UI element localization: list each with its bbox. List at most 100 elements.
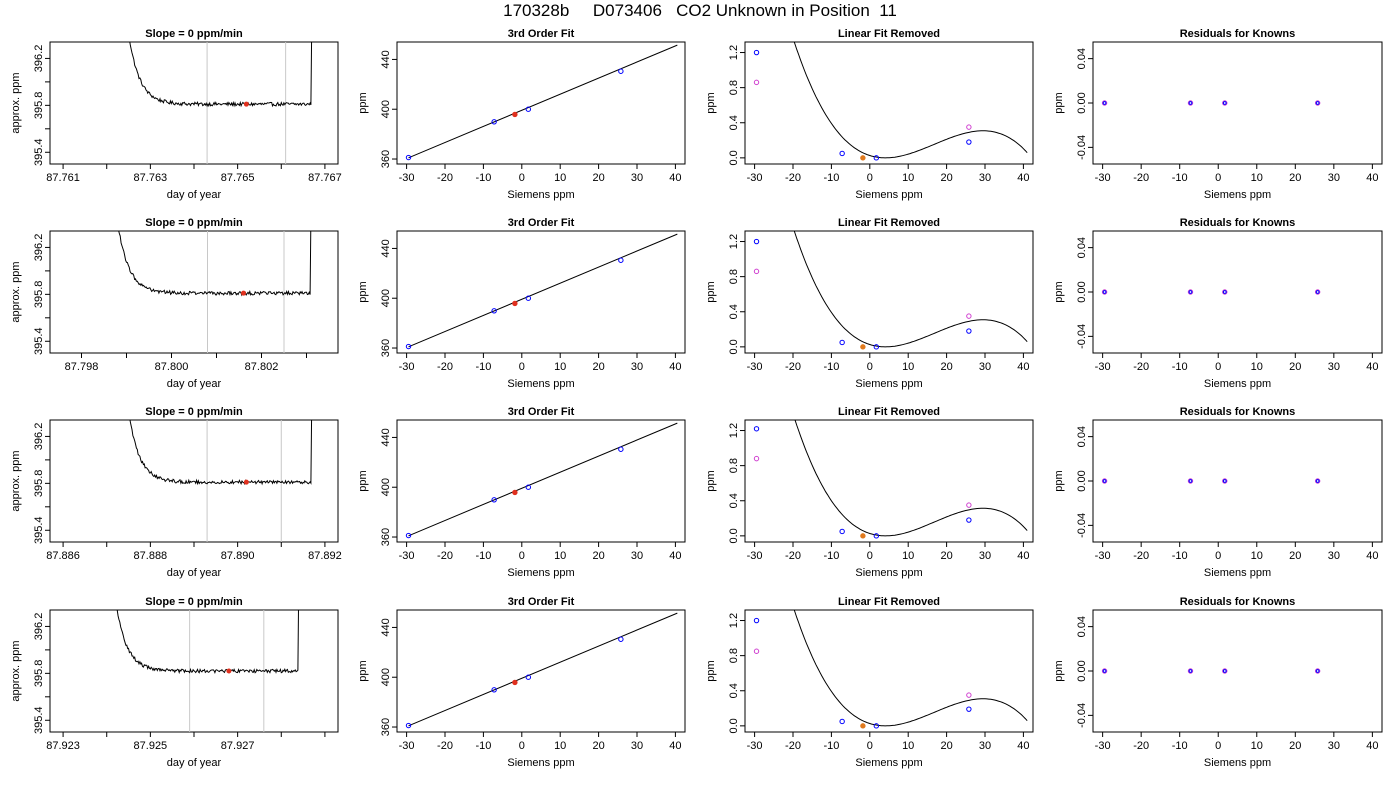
y-axis-label: approx. ppm [10, 261, 22, 322]
x-tick-label: -30 [399, 361, 415, 373]
x-tick-label: 20 [1289, 550, 1301, 562]
panel-3-3: Linear Fit Removed -30 -20 -10 0 10 20 30 40 0.0 0… [705, 406, 1034, 579]
known-point [966, 517, 972, 523]
x-tick-label: -10 [475, 740, 491, 752]
x-tick-label: 10 [1251, 550, 1263, 562]
panel-4-1: Slope = 0 ppm/min 87.923 87.925 87.927 395.4… [10, 596, 339, 769]
y-tick-label: 0.0 [728, 718, 740, 733]
unknown-point [860, 155, 866, 161]
residual-point [1187, 478, 1194, 484]
panel-1-1: Slope = 0 ppm/min 87.761 87.763 87.765 87.76… [10, 28, 342, 201]
plot-area [116, 610, 299, 732]
x-tick-label: -20 [785, 361, 801, 373]
concentration-trace [116, 610, 299, 675]
residual-point-inner [1102, 669, 1107, 673]
known-point [525, 484, 532, 490]
fit-line [408, 233, 678, 348]
y-tick-label: 360 [380, 339, 392, 357]
known-point [491, 119, 497, 125]
plot-area [1101, 668, 1321, 674]
x-tick-label: -30 [747, 740, 763, 752]
residual-point [1222, 478, 1228, 484]
x-tick-label: 0 [1215, 361, 1221, 373]
y-tick-label: -0.04 [1076, 513, 1088, 538]
sample-marker [226, 668, 232, 674]
plot-frame [1092, 609, 1383, 733]
x-tick-label: 10 [554, 740, 566, 752]
x-tick-label: -10 [475, 550, 491, 562]
x-tick-label: 30 [979, 172, 991, 184]
y-tick-label: 0.04 [1076, 616, 1088, 637]
y-tick-label: 440 [380, 50, 392, 68]
concentration-trace [129, 420, 313, 486]
x-tick-label: -20 [1133, 550, 1149, 562]
y-tick-label: 395.8 [33, 92, 45, 120]
plot-area [405, 233, 678, 350]
panel-4-4: Residuals for Knowns -30 -20 -10 0 10 20 30 40 -0… [1053, 596, 1383, 769]
plot-frame [744, 419, 1034, 543]
known-point [405, 532, 412, 539]
x-tick-label: 20 [1289, 361, 1301, 373]
x-axis-label: Siemens ppm [1204, 189, 1271, 201]
x-tick-label: -30 [1095, 740, 1111, 752]
residual-point [1222, 100, 1228, 106]
y-tick-label: 0.04 [1076, 237, 1088, 258]
x-tick-label: 30 [979, 740, 991, 752]
y-tick-label: 0.8 [728, 648, 740, 663]
y-tick-label: 0.4 [728, 493, 740, 508]
panel-title: Linear Fit Removed [838, 596, 940, 608]
y-tick-label: 0.0 [728, 528, 740, 543]
y-tick-label: 1.2 [728, 423, 740, 438]
known-point [618, 68, 624, 74]
panel-title: Residuals for Knowns [1180, 217, 1296, 229]
known-point [525, 106, 532, 112]
residual-point [1314, 289, 1321, 295]
residual-point [1314, 478, 1321, 484]
y-axis-label: ppm [1053, 660, 1065, 681]
plot-area [1101, 289, 1321, 295]
y-tick-label: 0.00 [1076, 660, 1088, 681]
known-point [839, 718, 845, 725]
y-axis-label: ppm [357, 660, 369, 681]
x-tick-label: 87.925 [134, 740, 168, 752]
x-tick-label: 87.798 [65, 361, 99, 373]
known-point [618, 257, 624, 263]
residual-point-inner [1222, 669, 1227, 673]
x-axis-label: Siemens ppm [507, 189, 574, 201]
plot-area [1101, 478, 1321, 484]
x-tick-label: 30 [631, 550, 643, 562]
x-tick-label: 87.765 [221, 172, 255, 184]
x-tick-label: 0 [867, 172, 873, 184]
x-tick-label: 40 [1366, 740, 1378, 752]
x-tick-label: 10 [1251, 172, 1263, 184]
residual-point-inner [1188, 290, 1193, 294]
x-tick-label: 87.802 [245, 361, 279, 373]
panel-1-2: 3rd Order Fit -30 -20 -10 0 10 20 30 40 360 400 440… [357, 28, 686, 201]
x-tick-label: -20 [1133, 172, 1149, 184]
x-axis-label: Siemens ppm [855, 189, 922, 201]
y-tick-label: 0.8 [728, 458, 740, 473]
x-tick-label: -20 [1133, 361, 1149, 373]
y-tick-label: 400 [380, 668, 392, 686]
known-point [753, 426, 760, 432]
linear-residual-point [753, 79, 760, 86]
residual-point-inner [1188, 101, 1193, 105]
x-tick-label: 40 [669, 361, 681, 373]
y-tick-label: 396.2 [33, 234, 45, 262]
panel-2-2: 3rd Order Fit -30 -20 -10 0 10 20 30 40 360 400 440… [357, 217, 686, 390]
y-tick-label: 400 [380, 289, 392, 307]
y-axis-label: ppm [1053, 281, 1065, 302]
x-tick-label: 87.886 [46, 550, 80, 562]
x-tick-label: 0 [519, 740, 525, 752]
x-tick-label: 87.800 [155, 361, 189, 373]
x-tick-label: 0 [519, 361, 525, 373]
known-point [966, 139, 972, 145]
panel-3-2: 3rd Order Fit -30 -20 -10 0 10 20 30 40 360 400 440… [357, 406, 686, 579]
known-point [491, 497, 497, 503]
plot-frame [744, 41, 1034, 165]
x-tick-label: -30 [747, 172, 763, 184]
residual-point [1101, 289, 1108, 295]
x-axis-label: Siemens ppm [855, 757, 922, 769]
known-point [873, 155, 880, 161]
plot-area [753, 42, 1028, 161]
